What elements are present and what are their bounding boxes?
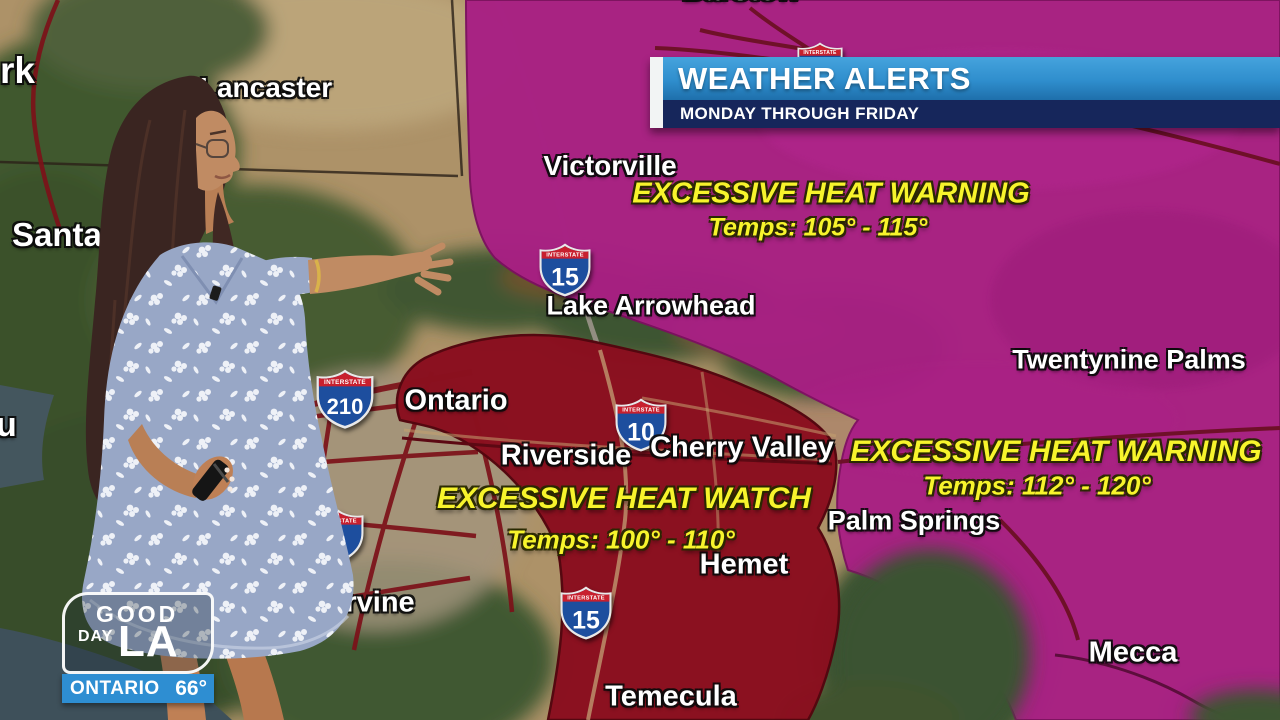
shield-word: INTERSTATE [803, 50, 837, 56]
shield-number: 10 [627, 419, 655, 447]
dress-ruffle [89, 598, 350, 650]
station-bug: GOOD DAY LA ONTARIO 66° [62, 592, 214, 703]
map-label-palm-springs: Palm Springs [827, 505, 1001, 536]
alert-temps-inland: Temps: 100° - 110° [507, 524, 735, 555]
weather-alerts-banner: WEATHER ALERTS MONDAY THROUGH FRIDAY [650, 57, 1280, 128]
alert-title-low-desert: EXCESSIVE HEAT WARNING [850, 435, 1262, 468]
terrain-overlay-southeast [780, 550, 1280, 720]
right-sleeve [245, 256, 314, 300]
conditions-temp: 66° [175, 676, 207, 700]
lapel-mic [209, 285, 222, 301]
map-label-twentynine-palms: Twentynine Palms [1012, 344, 1246, 375]
map-label-mecca: Mecca [1088, 636, 1178, 669]
shield-word: INTERSTATE [622, 408, 660, 414]
shield-word: INTERSTATE [546, 253, 584, 259]
alert-title-inland: EXCESSIVE HEAT WATCH [437, 482, 811, 515]
dress-neckline [180, 255, 244, 305]
remote-highlight [212, 463, 230, 483]
map-label-victorville: Victorville [543, 150, 677, 181]
bracelet [314, 259, 321, 293]
banner-subtitle: MONDAY THROUGH FRIDAY [680, 104, 920, 123]
logo-good: GOOD [96, 601, 179, 627]
eyebrow [209, 129, 227, 136]
map-label-cherry-valley: Cherry Valley [650, 431, 834, 464]
map-label-lake-arrowhead: Lake Arrowhead [546, 290, 756, 321]
map-label-malibu-partial: u [0, 406, 17, 444]
map-label-hemet: Hemet [699, 548, 789, 581]
banner-title-bar: WEATHER ALERTS [663, 57, 1280, 100]
map-label-lancaster: Lancaster [199, 72, 333, 103]
heat-watch-region [395, 333, 841, 720]
banner-title: WEATHER ALERTS [678, 60, 971, 96]
logo-la: LA [118, 617, 179, 666]
shield-number: 15 [572, 607, 600, 635]
left-forearm [128, 424, 204, 498]
left-sleeve [120, 300, 176, 428]
conditions-location: ONTARIO [70, 677, 160, 699]
map-label-temecula: Temecula [605, 680, 737, 713]
right-hand-fingers [414, 242, 454, 296]
shield-number: 210 [327, 394, 364, 419]
ocean-left [0, 385, 54, 488]
current-conditions-bar: ONTARIO 66° [62, 674, 214, 703]
glasses-icon [195, 139, 229, 158]
logo-day: DAY [78, 628, 114, 645]
alert-title-high-desert: EXCESSIVE HEAT WARNING [632, 177, 1030, 210]
shield-number: 15 [551, 264, 579, 292]
banner-subtitle-bar: MONDAY THROUGH FRIDAY [663, 100, 1280, 128]
banner-accent-bar [650, 57, 663, 128]
map-label-riverside: Riverside [500, 439, 632, 472]
shield-word: INTERSTATE [324, 379, 366, 386]
map-label-ontario: Ontario [404, 384, 508, 417]
good-day-la-logo: GOOD DAY LA [62, 592, 214, 674]
map-label-barstow-partial: Barstow [682, 0, 800, 8]
map-label-santa-partial: Santa [12, 216, 102, 253]
presenter-face [196, 110, 240, 191]
map-label-park-partial: rk [0, 50, 35, 91]
shield-word: INTERSTATE [567, 596, 605, 602]
alert-temps-low-desert: Temps: 112° - 120° [923, 470, 1151, 501]
right-arm [308, 252, 433, 294]
alert-temps-high-desert: Temps: 105° - 115° [708, 213, 928, 242]
fingernails [224, 467, 235, 492]
mouth [214, 173, 231, 180]
